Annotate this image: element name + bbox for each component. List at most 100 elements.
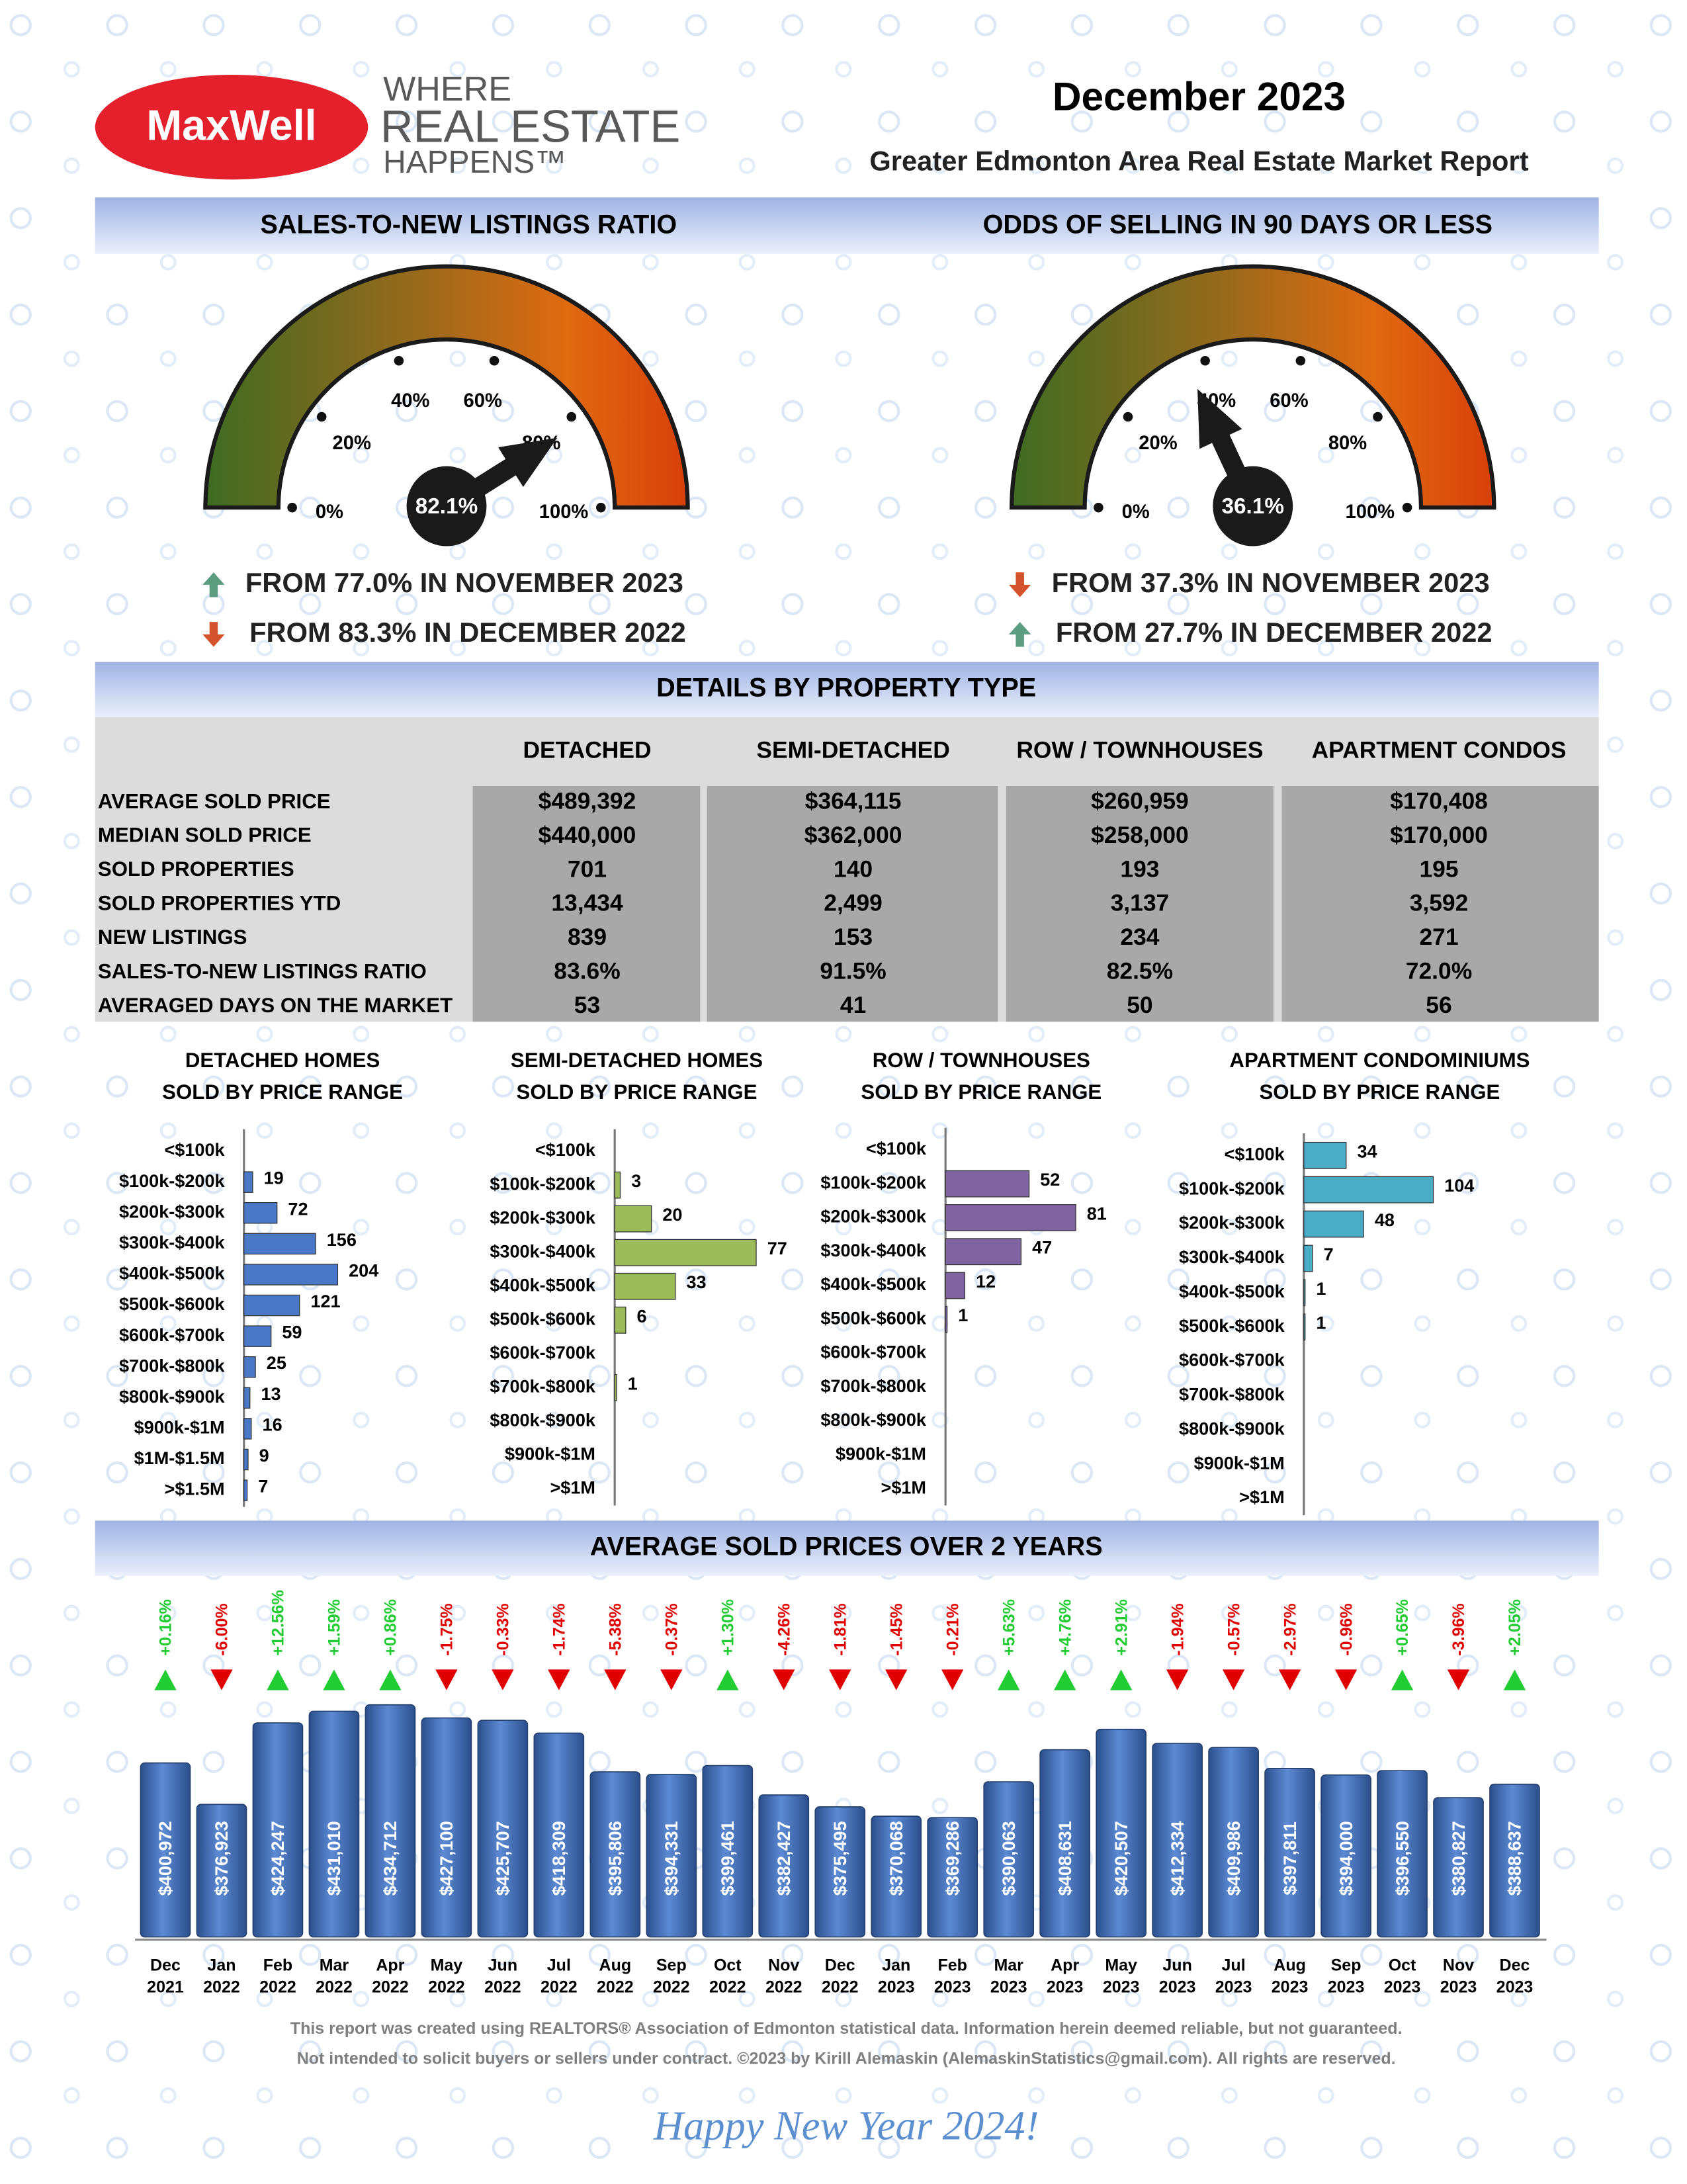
footer-note: This report was created using REALTORS® … — [290, 2019, 1403, 2038]
bar-value: $418,309 — [548, 1821, 569, 1896]
change-arrow — [154, 1669, 177, 1690]
category-label: $700k-$800k — [820, 1376, 927, 1396]
table-column — [472, 786, 701, 1022]
change-label: +2.05% — [1506, 1599, 1524, 1656]
bar — [477, 1720, 529, 1938]
gauge-arc — [203, 264, 690, 510]
bar — [308, 1710, 360, 1938]
gauge-tick — [316, 412, 327, 422]
change-arrow — [1222, 1669, 1245, 1690]
change-arrow — [773, 1669, 795, 1690]
change-text: FROM 83.3% IN DECEMBER 2022 — [249, 617, 686, 648]
change-arrow — [323, 1669, 345, 1690]
category-label: $300k-$400k — [1179, 1246, 1285, 1267]
change-label: +0.86% — [382, 1599, 400, 1656]
bar — [1303, 1313, 1306, 1341]
bar-value: $408,631 — [1055, 1821, 1075, 1896]
section-band — [95, 197, 1599, 254]
bar-value: 9 — [259, 1445, 269, 1465]
bar-value: $397,811 — [1279, 1821, 1300, 1895]
gauge-tick-label: 60% — [1270, 390, 1308, 412]
row-label: MEDIAN SOLD PRICE — [98, 824, 312, 847]
bar — [614, 1306, 627, 1334]
section-band — [95, 662, 1599, 717]
category-label: $500k-$600k — [820, 1307, 927, 1328]
change-label: -0.33% — [494, 1603, 513, 1655]
gauge-needle — [464, 437, 558, 502]
category-label: $300k-$400k — [119, 1232, 226, 1252]
cell: $170,000 — [1390, 822, 1488, 848]
row-label: NEW LISTINGS — [98, 926, 247, 949]
bar-value: $380,827 — [1448, 1821, 1469, 1896]
bar-value: $399,461 — [717, 1821, 738, 1896]
bar-value: 81 — [1087, 1203, 1107, 1223]
category-label: $800k-$900k — [1179, 1418, 1285, 1438]
change-label: +0.65% — [1393, 1599, 1412, 1656]
gauge-tick — [489, 355, 499, 366]
change-label: -6.00% — [213, 1603, 232, 1655]
x-tick-label: Nov 2022 — [765, 1956, 802, 1996]
bar-value: $376,923 — [211, 1821, 232, 1896]
change-arrow — [492, 1669, 514, 1690]
change-arrow — [267, 1669, 289, 1690]
chart-subtitle: SOLD BY PRICE RANGE — [517, 1080, 757, 1104]
column-header: ROW / TOWNHOUSES — [1016, 736, 1263, 763]
x-tick-label: May 2022 — [428, 1956, 465, 1996]
cell: 271 — [1419, 924, 1458, 950]
category-label: $900k-$1M — [1194, 1452, 1285, 1473]
change-arrow — [1109, 1669, 1133, 1690]
cell: 2,499 — [824, 890, 883, 916]
bar — [1303, 1279, 1306, 1307]
bar-value: $434,712 — [380, 1821, 400, 1896]
category-label: $600k-$700k — [490, 1342, 596, 1362]
bar-value: 121 — [310, 1291, 340, 1311]
gauge-hub — [1213, 466, 1293, 546]
chart-subtitle: SOLD BY PRICE RANGE — [861, 1080, 1102, 1104]
bar — [243, 1448, 249, 1471]
x-tick-label: Apr 2023 — [1047, 1956, 1084, 1996]
bar — [1489, 1783, 1540, 1938]
change-arrow — [202, 572, 225, 597]
change-arrow — [941, 1669, 964, 1690]
gauge-tick-label: 0% — [316, 502, 343, 523]
gauge-tick-label: 20% — [1139, 433, 1177, 454]
cell: $170,408 — [1390, 787, 1488, 814]
category-label: $100k-$200k — [119, 1170, 226, 1191]
bar — [945, 1204, 1076, 1231]
category-label: $200k-$300k — [820, 1206, 927, 1227]
bar — [1039, 1749, 1091, 1938]
category-label: >$1.5M — [165, 1479, 225, 1499]
gauge-tick-label: 80% — [1328, 433, 1367, 454]
x-tick-label: Dec 2022 — [822, 1956, 859, 1996]
report-title: December 2023 — [1053, 73, 1346, 118]
bar — [1303, 1176, 1434, 1203]
bar-value: 1 — [1316, 1278, 1326, 1299]
bar — [1320, 1774, 1371, 1938]
change-arrow — [210, 1669, 233, 1690]
bar — [983, 1781, 1035, 1938]
table-title: DETAILS BY PROPERTY TYPE — [656, 674, 1036, 703]
category-label: <$100k — [164, 1139, 225, 1160]
bar-value: 72 — [288, 1198, 308, 1219]
change-arrow — [1009, 572, 1031, 597]
category-label: $200k-$300k — [1179, 1212, 1285, 1233]
category-label: $900k-$1M — [134, 1417, 225, 1438]
x-tick-label: Mar 2023 — [990, 1956, 1027, 1996]
cell: $364,115 — [805, 787, 902, 814]
change-label: +12.56% — [269, 1590, 288, 1655]
gauge-value: 82.1% — [415, 494, 478, 519]
category-label: $900k-$1M — [505, 1444, 595, 1464]
cell: 153 — [834, 924, 873, 950]
table-column — [1281, 786, 1599, 1022]
bar-value: $390,063 — [998, 1821, 1019, 1896]
cell: 91.5% — [820, 958, 886, 984]
bar — [243, 1325, 272, 1347]
change-label: -1.81% — [831, 1603, 849, 1655]
x-tick-label: Dec 2023 — [1496, 1956, 1534, 1996]
x-tick-label: Apr 2022 — [372, 1956, 409, 1996]
bar-value: 16 — [263, 1414, 282, 1434]
category-label: $700k-$800k — [119, 1355, 226, 1376]
x-tick-label: Aug 2023 — [1272, 1956, 1309, 1996]
bar — [1303, 1210, 1364, 1238]
bar-value: $394,331 — [661, 1821, 681, 1896]
